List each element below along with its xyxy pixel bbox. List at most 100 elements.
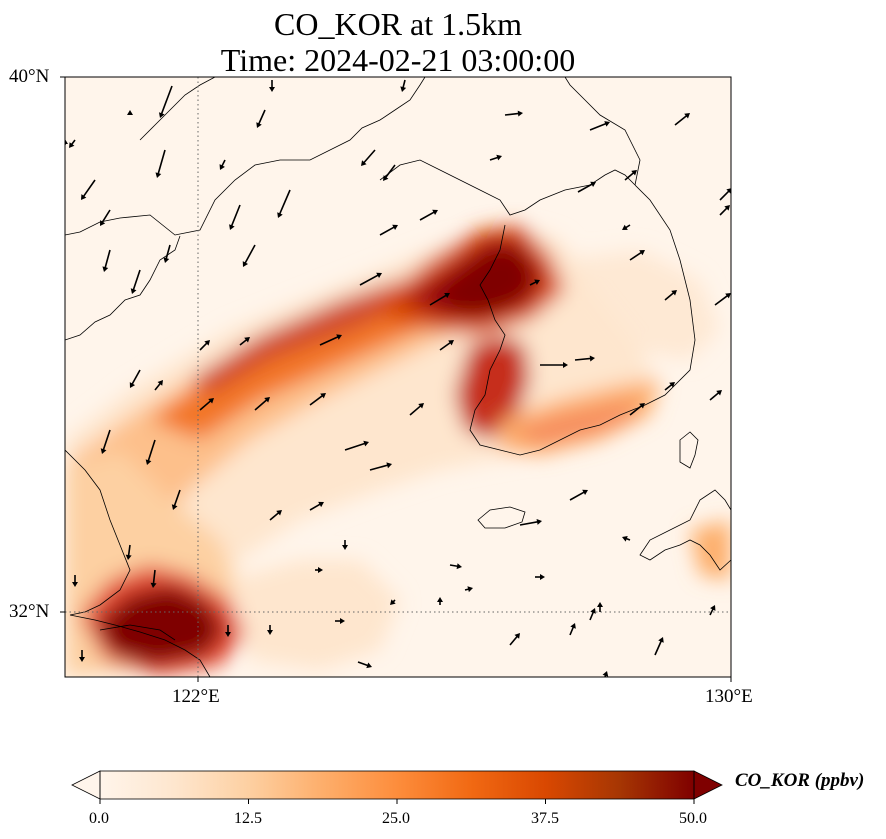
colorbar [71, 770, 723, 804]
wind-arrow-head [622, 535, 628, 542]
wind-arrow-head [590, 608, 596, 614]
map-frame [64, 76, 732, 678]
coast-jeju-island [477, 506, 526, 529]
lon-label-122: 122°E [172, 686, 220, 707]
wind-arrow-head [361, 160, 367, 166]
wind-arrow-head [684, 113, 690, 119]
wind-arrow-head [444, 293, 450, 299]
wind-arrow-shaft [160, 85, 173, 116]
wind-arrow-head [277, 212, 283, 218]
plume-east-china-sea-pale [230, 560, 400, 670]
colorbar-label-4: 50.0 [679, 810, 707, 827]
wind-arrow-head [590, 181, 596, 188]
wind-arrow-head [366, 662, 372, 669]
wind-arrow-head [386, 462, 392, 469]
wind-arrow-head [589, 355, 595, 362]
wind-arrow-head [244, 337, 250, 343]
wind-arrow-head [318, 567, 323, 573]
wind-arrow-shaft [719, 189, 731, 201]
wind-arrow-shaft [409, 404, 423, 416]
wind-arrow-head [448, 340, 454, 346]
wind-arrow-shaft [157, 149, 166, 176]
wind-arrow-head [229, 224, 235, 230]
wind-arrow-head [456, 563, 462, 570]
wind-arrow-head [376, 272, 382, 279]
coast-tsushima [679, 431, 699, 469]
map-panel [65, 77, 731, 677]
wind-arrow-shaft [344, 442, 367, 451]
wind-arrow-head [400, 86, 407, 92]
wind-arrow-shaft [165, 244, 171, 261]
wind-arrow-shaft [147, 439, 156, 463]
wind-arrow-shaft [624, 171, 636, 181]
wind-arrow-head [639, 403, 645, 409]
wind-arrow-head [318, 501, 324, 508]
wind-arrow-shaft [589, 122, 608, 131]
wind-arrow-head [604, 121, 610, 127]
wind-arrow-head [669, 382, 675, 388]
wind-arrow-head [383, 175, 389, 181]
wind-arrow-shaft [230, 204, 241, 228]
wind-arrow-shaft [574, 357, 593, 361]
wind-arrow-head [710, 605, 716, 611]
wind-arrow-head [432, 209, 438, 216]
wind-arrow-head [563, 362, 568, 368]
wind-arrow-shaft [102, 429, 111, 452]
colorbar-extend-high [693, 770, 723, 800]
wind-arrow-head [671, 290, 677, 296]
wind-arrow-head [208, 398, 214, 404]
wind-arrow-head [514, 633, 520, 639]
wind-arrow-shaft [254, 398, 269, 411]
wind-arrow-shaft [569, 490, 586, 501]
wind-arrow-shaft [309, 394, 325, 406]
wind-arrow-head [276, 510, 282, 516]
wind-arrow-head [320, 393, 326, 399]
wind-arrow-head [100, 220, 106, 226]
wind-arrow-shaft [359, 273, 380, 286]
colorbar-label-3: 37.5 [531, 810, 559, 827]
wind-arrow-shaft [419, 210, 436, 221]
wind-arrow-head [437, 597, 443, 602]
plume-band-dark [190, 280, 420, 395]
wind-arrow-shaft [577, 182, 594, 193]
wind-arrow-head [163, 257, 170, 263]
wind-arrow-shaft [173, 489, 181, 508]
wind-arrow-shaft [152, 569, 156, 586]
wind-arrow-head [158, 112, 165, 118]
wind-arrow-shaft [709, 391, 721, 401]
wind-arrow-shaft [439, 341, 453, 351]
wind-arrow-shaft [714, 294, 730, 306]
wind-arrow-head [65, 139, 68, 144]
plume-yellow-sea-band [70, 255, 520, 600]
wind-arrow-shaft [664, 291, 676, 301]
wind-arrow-shaft [509, 634, 519, 646]
wind-arrow-head [602, 671, 609, 677]
coast-liaodong-peninsula [139, 77, 216, 141]
wind-arrow-head [269, 87, 275, 92]
coast-liaodong-bohai-north [65, 77, 426, 236]
colorbar-gradient [100, 771, 694, 799]
wind-arrow-head [496, 154, 502, 161]
coast-kyushu [639, 489, 731, 571]
coast-north-korea-east [564, 77, 641, 186]
wind-arrow-head [256, 122, 262, 128]
wind-arrow-head [363, 440, 369, 447]
wind-arrow-head [204, 340, 210, 346]
plot-title-line1: CO_KOR at 1.5km [274, 6, 522, 42]
wind-arrow-head [342, 545, 348, 550]
wind-arrow-shaft [309, 502, 322, 511]
wind-arrow-head [264, 397, 270, 403]
wind-arrow-head [102, 266, 109, 272]
wind-arrow-head [392, 224, 398, 231]
plot-title-line2: Time: 2024-02-21 03:00:00 [220, 42, 576, 78]
wind-arrow-shaft [429, 293, 448, 306]
wind-arrow-head [597, 602, 603, 607]
wind-arrow-head [81, 194, 87, 200]
colorbar-label-2: 25.0 [382, 810, 410, 827]
wind-arrow-shaft [100, 209, 111, 224]
wind-arrow-shaft [132, 269, 141, 292]
plume-shanghai-core [95, 585, 225, 665]
lat-label-40: 40°N [9, 66, 50, 87]
lat-label-32: 32°N [9, 601, 50, 622]
